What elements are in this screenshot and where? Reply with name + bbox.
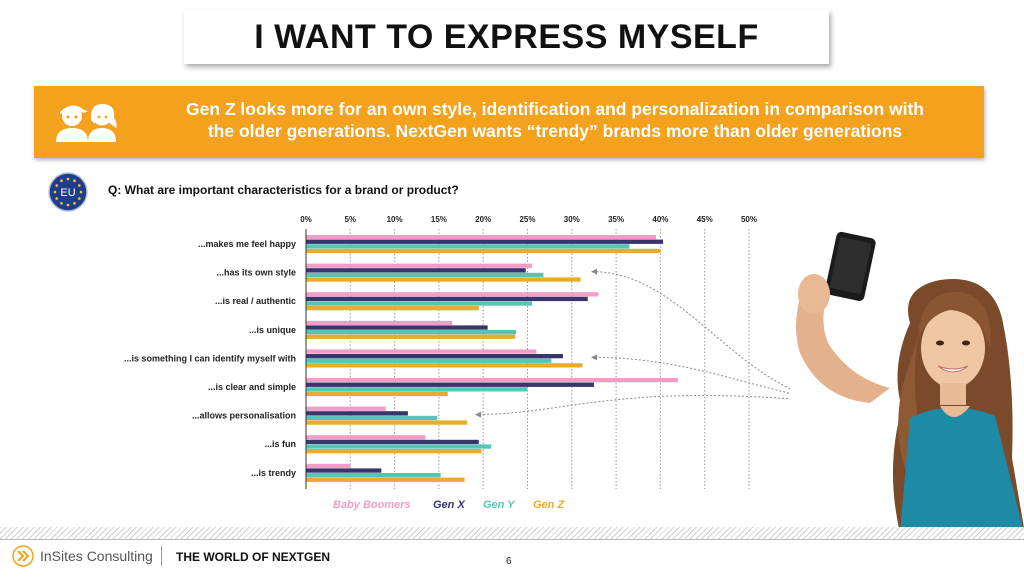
bar: [306, 296, 588, 302]
category-label: ...is something I can identify myself wi…: [124, 353, 296, 363]
pointer-arrow: [591, 268, 790, 390]
legend-entry: Gen Z: [533, 499, 565, 511]
tick-label: 45%: [697, 215, 713, 224]
tick-label: 10%: [387, 215, 403, 224]
bar: [306, 468, 382, 473]
legend-entry: Gen Y: [483, 499, 516, 511]
bar: [306, 477, 465, 482]
footer-divider: [161, 546, 162, 566]
bar: [306, 439, 479, 445]
bar: [306, 235, 656, 240]
bar: [306, 330, 516, 335]
category-label: ...makes me feel happy: [198, 239, 296, 249]
banner-line-1: Gen Z looks more for an own style, ident…: [185, 99, 924, 119]
company-logo: InSites Consulting: [12, 545, 153, 567]
tick-label: 50%: [741, 215, 757, 224]
bar: [306, 354, 563, 359]
footer-title: THE WORLD OF NEXTGEN: [176, 550, 330, 564]
tick-label: 15%: [431, 215, 447, 224]
bar: [306, 391, 448, 397]
category-label: ...is trendy: [251, 468, 296, 478]
tick-label: 40%: [652, 215, 668, 224]
eu-flag-icon: EU: [48, 172, 88, 212]
bar: [306, 325, 488, 330]
bar: [306, 363, 583, 368]
bar: [306, 420, 468, 425]
bar: [306, 263, 532, 268]
bar: [306, 358, 552, 363]
bar: [306, 349, 537, 354]
bar: [306, 292, 599, 297]
bar: [306, 277, 581, 282]
banner-text: Gen Z looks more for an own style, ident…: [134, 98, 976, 142]
category-label: ...is unique: [249, 325, 296, 335]
category-label: ...is fun: [265, 439, 297, 449]
tick-label: 25%: [519, 215, 535, 224]
bar: [306, 411, 408, 416]
tick-label: 35%: [608, 215, 624, 224]
bar: [306, 387, 528, 392]
pointer-arrow: [591, 354, 790, 394]
company-name: InSites Consulting: [40, 548, 153, 564]
characteristics-bar-chart: 0% 5% 10% 15% 20% 25% 30% 35% 40% 45% 50% ...makes …: [124, 215, 790, 511]
page-number: 6: [506, 556, 512, 567]
category-label: ...is real / authentic: [215, 296, 296, 306]
tick-label: 20%: [475, 215, 491, 224]
bar: [306, 244, 630, 249]
bar: [306, 382, 594, 387]
bar: [306, 268, 526, 273]
tick-label: 30%: [564, 215, 580, 224]
bar: [306, 320, 453, 326]
footer-line: [0, 539, 1024, 540]
banner-line-2: the older generations. NextGen wants “tr…: [207, 121, 903, 141]
slide-title: I WANT TO EXPRESS MYSELF: [254, 17, 759, 56]
legend-entry: Gen X: [433, 499, 465, 511]
bar: [306, 272, 544, 278]
legend-entry: Baby Boomers: [333, 499, 411, 511]
bar: [306, 378, 679, 383]
bar: [306, 239, 664, 244]
bar: [306, 449, 482, 454]
eu-label: EU: [60, 187, 75, 199]
category-label: ...is clear and simple: [208, 382, 296, 392]
bar: [306, 463, 351, 469]
insites-logo-icon: [12, 545, 34, 567]
tick-label: 0%: [300, 215, 312, 224]
question-text: Q: What are important characteristics fo…: [108, 183, 459, 197]
key-insight-banner: Gen Z looks more for an own style, ident…: [34, 86, 984, 158]
bar: [306, 435, 426, 440]
selfie-photo: [796, 231, 1024, 533]
young-people-icon: [56, 104, 117, 142]
footer-stripe: [0, 527, 1024, 539]
bar: [306, 306, 479, 311]
category-label: ...has its own style: [216, 268, 296, 278]
bar: [306, 473, 441, 478]
bar: [306, 415, 438, 421]
bar: [306, 248, 661, 254]
bar: [306, 406, 386, 411]
category-label: ...allows personalisation: [192, 411, 296, 421]
title-box: I WANT TO EXPRESS MYSELF: [184, 10, 829, 64]
bar: [306, 334, 516, 339]
pointer-arrow: [475, 395, 790, 418]
tick-label: 5%: [345, 215, 357, 224]
bar: [306, 301, 532, 306]
bar: [306, 444, 492, 449]
